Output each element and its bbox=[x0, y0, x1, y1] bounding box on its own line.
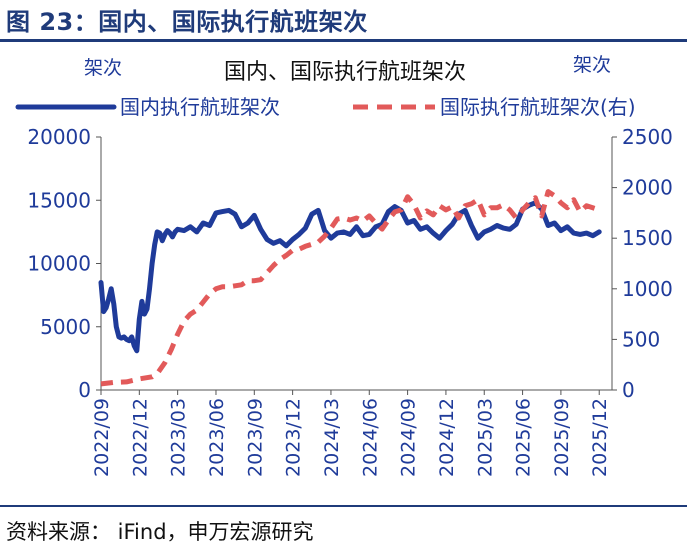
x-tick-label: 2024/06 bbox=[359, 398, 381, 477]
left-tick-label: 10000 bbox=[27, 252, 91, 276]
left-tick-label: 0 bbox=[78, 378, 91, 402]
left-tick-label: 15000 bbox=[27, 188, 91, 212]
legend-international-label: 国际执行航班架次(右) bbox=[440, 95, 636, 119]
source-note: 资料来源： iFind，申万宏源研究 bbox=[6, 520, 314, 544]
right-tick-label: 1000 bbox=[622, 277, 673, 301]
x-tick-label: 2023/03 bbox=[168, 398, 190, 477]
right-tick-label: 2000 bbox=[622, 176, 673, 200]
right-tick-label: 0 bbox=[622, 378, 635, 402]
x-tick-label: 2024/09 bbox=[398, 398, 420, 477]
x-tick-label: 2025/09 bbox=[551, 398, 573, 477]
right-tick-label: 500 bbox=[622, 327, 660, 351]
left-axis-unit: 架次 bbox=[84, 57, 122, 79]
series bbox=[98, 189, 602, 387]
x-tick-label: 2025/06 bbox=[513, 398, 535, 477]
x-tick-label: 2025/03 bbox=[474, 398, 496, 477]
x-tick-label: 2024/03 bbox=[321, 398, 343, 477]
legend-domestic-label: 国内执行航班架次 bbox=[120, 95, 280, 119]
x-tick-label: 2022/12 bbox=[129, 398, 151, 477]
x-tick-label: 2025/12 bbox=[589, 398, 611, 477]
x-tick-label: 2023/12 bbox=[283, 398, 305, 477]
legend: 国内执行航班架次 国际执行航班架次(右) bbox=[15, 95, 636, 119]
right-tick-label: 2500 bbox=[622, 125, 673, 149]
x-tick-label: 2023/06 bbox=[206, 398, 228, 477]
x-tick-label: 2024/12 bbox=[436, 398, 458, 477]
right-tick-label: 1500 bbox=[622, 226, 673, 250]
left-tick-label: 20000 bbox=[27, 125, 91, 149]
title-rule bbox=[0, 39, 687, 42]
international-flights-line bbox=[100, 189, 600, 387]
figure-title: 图 23：国内、国际执行航班架次 bbox=[6, 8, 368, 36]
domestic-flights-line bbox=[98, 200, 602, 354]
axes: 0 5000 10000 15000 20000 0 500 1000 1500 2000 2500… bbox=[27, 125, 673, 477]
left-tick-label: 5000 bbox=[40, 315, 91, 339]
x-tick-label: 2022/09 bbox=[91, 398, 113, 477]
x-tick-label: 2023/09 bbox=[244, 398, 266, 477]
chart-title: 国内、国际执行航班架次 bbox=[224, 60, 466, 85]
right-axis-unit: 架次 bbox=[573, 54, 611, 76]
flights-chart: 国内、国际执行航班架次 架次 架次 国内执行航班架次 国际执行航班架次(右) 0… bbox=[15, 54, 673, 477]
source-rule bbox=[0, 505, 687, 507]
